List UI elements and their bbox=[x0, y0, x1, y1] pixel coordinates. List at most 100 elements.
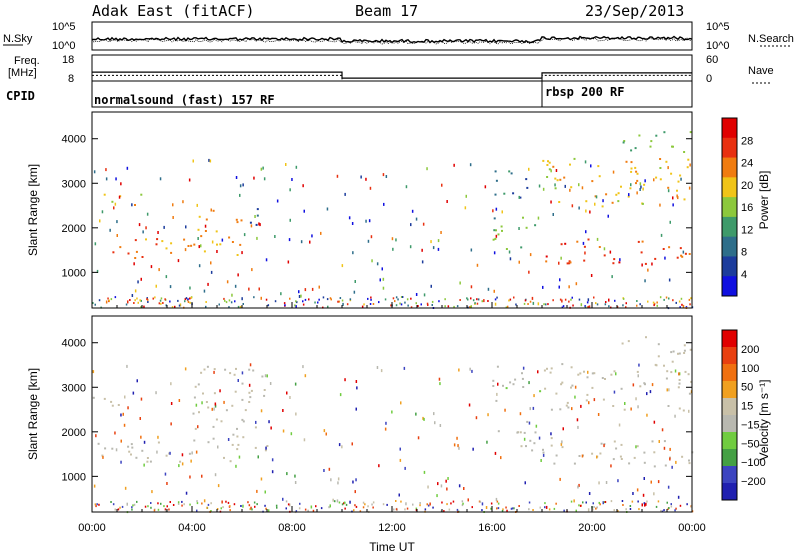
velocity-cell bbox=[264, 449, 267, 452]
power-scatter-cell bbox=[300, 240, 303, 244]
power-cell bbox=[190, 244, 193, 247]
power-cell bbox=[519, 196, 522, 199]
velocity-ground-cell bbox=[112, 503, 115, 506]
power-cell bbox=[526, 186, 529, 189]
velocity-scatter-cell bbox=[637, 405, 639, 409]
power-scatter-cell bbox=[584, 160, 587, 164]
power-scatter-cell bbox=[421, 248, 423, 252]
velocity-cell bbox=[677, 386, 680, 389]
power-y-label: Slant Range [km] bbox=[26, 164, 40, 256]
power-scatter-cell bbox=[101, 210, 104, 214]
velocity-scatter-cell bbox=[644, 503, 646, 507]
velocity-scatter-cell bbox=[439, 382, 441, 386]
velocity-scatter-cell bbox=[574, 385, 577, 389]
power-scatter-cell bbox=[226, 280, 229, 284]
power-scatter-cell bbox=[235, 176, 238, 179]
velocity-ground-cell bbox=[298, 507, 301, 510]
velocity-scatter-cell bbox=[337, 481, 339, 485]
colorbar-swatch bbox=[722, 449, 737, 467]
power-scatter-cell bbox=[669, 220, 671, 224]
power-ground-cell bbox=[456, 305, 459, 308]
noise-tick-right-bottom: 10^0 bbox=[706, 40, 730, 52]
power-scatter-cell bbox=[189, 286, 191, 290]
velocity-cell bbox=[237, 443, 240, 446]
velocity-scatter-cell bbox=[271, 458, 274, 462]
velocity-ground-cell bbox=[166, 505, 168, 508]
x-axis-label: Time UT bbox=[369, 540, 415, 554]
power-ground-cell bbox=[228, 306, 230, 309]
velocity-cell bbox=[688, 459, 690, 462]
x-tick-label: 00:00 bbox=[678, 522, 706, 534]
colorbar-frame bbox=[721, 329, 738, 501]
velocity-scatter-cell bbox=[391, 410, 393, 414]
power-scatter-cell bbox=[254, 215, 256, 218]
velocity-scatter-cell bbox=[429, 502, 431, 506]
velocity-scatter-cell bbox=[120, 460, 122, 464]
velocity-scatter-cell bbox=[427, 485, 429, 489]
velocity-scatter-cell bbox=[294, 481, 297, 484]
power-scatter-cell bbox=[528, 270, 530, 274]
velocity-ground-cell bbox=[276, 506, 278, 509]
power-scatter-cell bbox=[609, 250, 612, 254]
power-ground-cell bbox=[367, 297, 369, 300]
velocity-scatter-cell bbox=[257, 455, 259, 459]
velocity-ground-cell bbox=[660, 509, 662, 512]
power-scatter-cell bbox=[365, 219, 367, 223]
velocity-cell bbox=[591, 452, 594, 455]
velocity-ground-cell bbox=[395, 500, 397, 502]
power-ground-cell bbox=[529, 300, 532, 303]
power-scatter-cell bbox=[628, 193, 630, 197]
velocity-scatter-cell bbox=[217, 484, 220, 488]
velocity-scatter-cell bbox=[485, 506, 488, 509]
velocity-cell bbox=[188, 452, 191, 455]
velocity-cell bbox=[248, 368, 251, 371]
velocity-ground-cell bbox=[513, 507, 515, 510]
power-ground-cell bbox=[395, 304, 398, 307]
velocity-ground-cell bbox=[371, 503, 373, 506]
velocity-ground-cell bbox=[604, 501, 607, 503]
power-cell bbox=[548, 168, 551, 171]
power-scatter-cell bbox=[155, 284, 157, 288]
velocity-cell bbox=[250, 389, 253, 392]
velocity-cell bbox=[207, 441, 210, 444]
velocity-cell bbox=[111, 447, 114, 450]
power-cell bbox=[512, 192, 515, 195]
velocity-scatter-cell bbox=[223, 400, 225, 404]
velocity-cell bbox=[104, 447, 107, 450]
velocity-ground-cell bbox=[98, 503, 100, 506]
velocity-ground-cell bbox=[406, 507, 409, 510]
velocity-scatter-cell bbox=[646, 392, 648, 396]
velocity-ground-cell bbox=[479, 500, 482, 503]
power-cell bbox=[236, 221, 239, 224]
power-ground-cell bbox=[678, 300, 681, 303]
power-scatter-cell bbox=[184, 248, 187, 252]
power-ground-cell bbox=[171, 306, 174, 309]
velocity-scatter-cell bbox=[598, 481, 600, 485]
velocity-cell bbox=[220, 420, 223, 423]
power-scatter-cell bbox=[146, 212, 149, 216]
power-cell bbox=[629, 187, 632, 190]
velocity-scatter-cell bbox=[184, 367, 187, 371]
power-ground-cell bbox=[125, 303, 128, 306]
power-ground-cell bbox=[688, 298, 691, 301]
velocity-ground-cell bbox=[450, 502, 452, 505]
velocity-scatter-cell bbox=[124, 486, 127, 490]
velocity-scatter-cell bbox=[237, 379, 239, 382]
velocity-cell bbox=[522, 386, 525, 388]
power-scatter-cell bbox=[211, 240, 214, 244]
power-scatter-cell bbox=[336, 174, 339, 178]
power-ground-cell bbox=[562, 305, 565, 308]
velocity-cell bbox=[207, 406, 210, 409]
power-scatter-cell bbox=[116, 220, 118, 224]
velocity-cell bbox=[521, 377, 524, 380]
power-scatter-cell bbox=[421, 260, 424, 264]
velocity-cell bbox=[231, 404, 234, 407]
velocity-cell bbox=[544, 387, 547, 390]
velocity-scatter-cell bbox=[185, 491, 188, 495]
power-ground-cell bbox=[363, 303, 365, 306]
power-cell bbox=[558, 201, 561, 203]
velocity-cell bbox=[643, 461, 646, 464]
x-tick-label: 20:00 bbox=[578, 522, 606, 534]
velocity-ground-cell bbox=[670, 505, 673, 508]
power-ground-cell bbox=[139, 299, 141, 302]
